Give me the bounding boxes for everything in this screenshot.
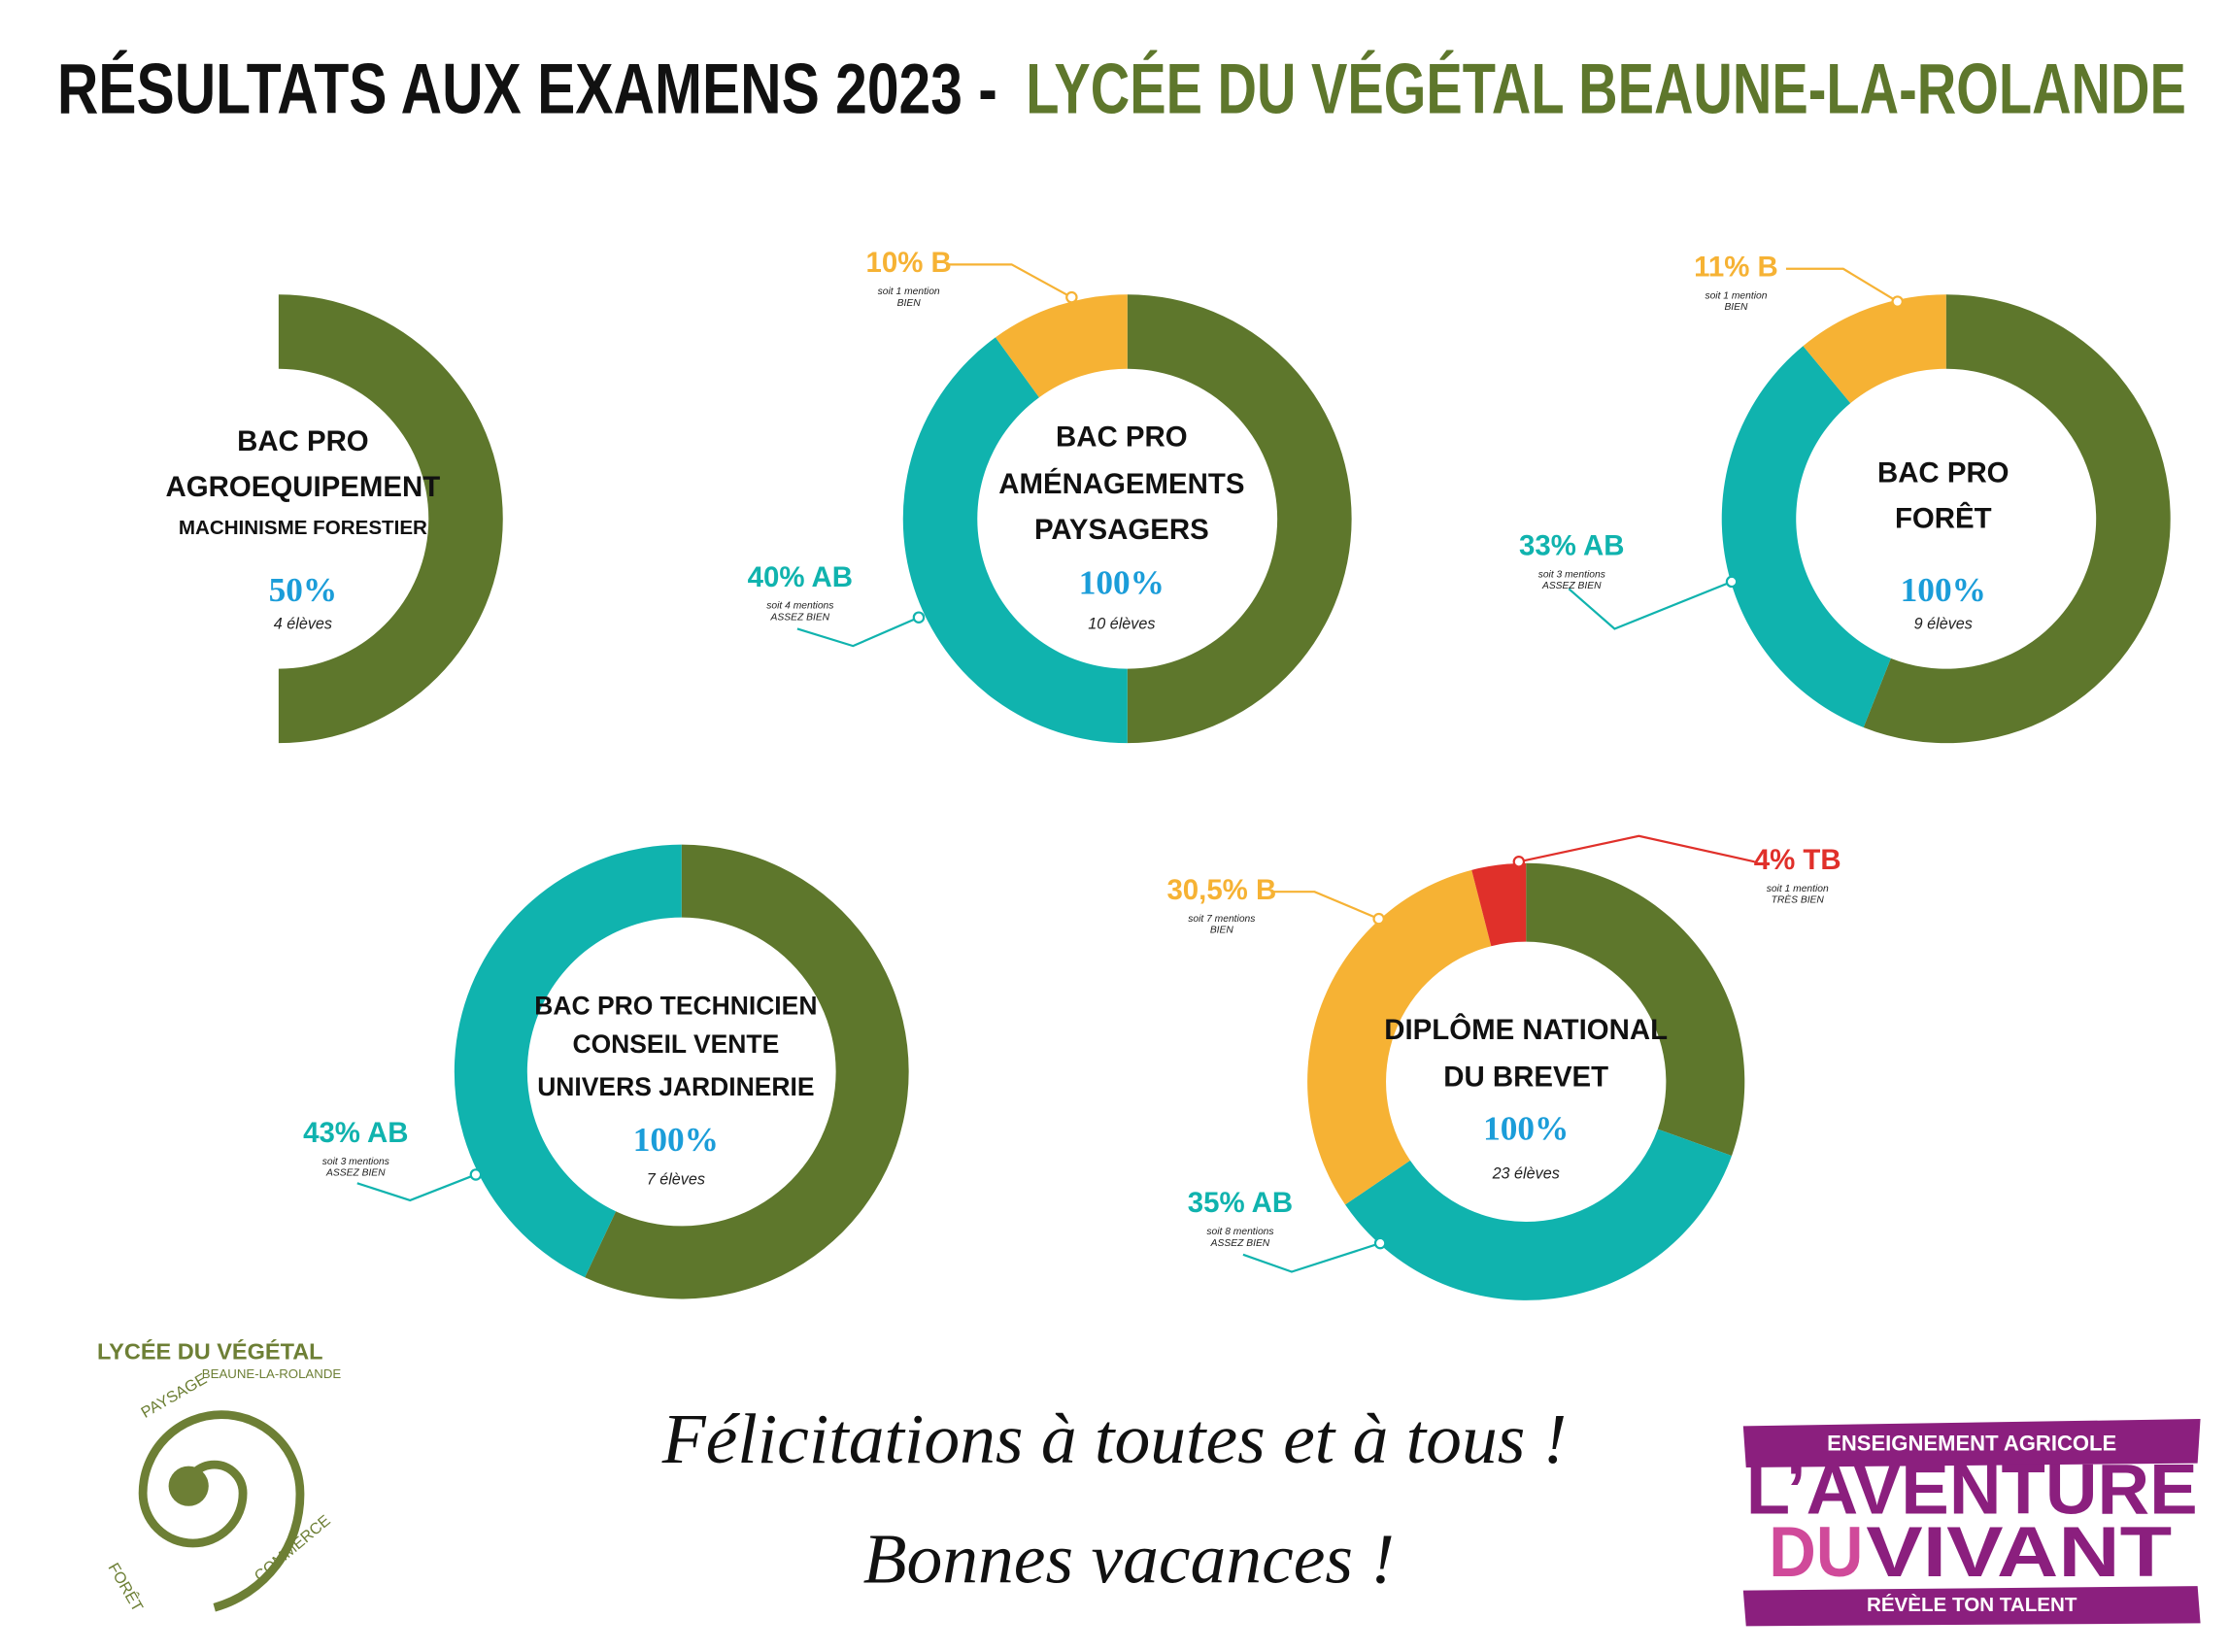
value-note: ASSEZ BIEN: [1210, 1238, 1270, 1249]
donut-segment: [1803, 294, 1946, 404]
donut-segment: [1721, 346, 1891, 727]
leader-dot: [1512, 856, 1526, 868]
leader-dot: [1065, 290, 1078, 304]
student-count: 7 élèves: [647, 1171, 705, 1189]
value-note: soit 7 mentions: [1188, 914, 1255, 925]
chart-title: AGROEQUIPEMENT: [166, 471, 441, 503]
chart-title: MACHINISME FORESTIER: [179, 517, 427, 539]
logo-band: [1742, 1419, 2201, 1468]
student-count: 9 élèves: [1914, 615, 1973, 632]
leader-line: [356, 1173, 477, 1202]
school-logo: LYCÉE DU VÉGÉTAL BEAUNE-LA-ROLANDE PAYSA…: [97, 1338, 341, 1615]
student-count: 4 élèves: [274, 615, 332, 632]
student-count: 10 élèves: [1088, 615, 1155, 632]
logo-icon: [168, 1466, 209, 1506]
leader-dot: [1372, 912, 1385, 926]
donut-segment: [995, 294, 1128, 398]
chart-title: BAC PRO: [1056, 421, 1188, 454]
leader-line: [1271, 891, 1380, 921]
success-rate: 50%: [269, 571, 338, 609]
student-count: 23 élèves: [1492, 1165, 1560, 1183]
value-note: soit 3 mentions: [322, 1157, 389, 1167]
leader-line: [796, 616, 920, 648]
chart-title: UNIVERS JARDINERIE: [537, 1072, 814, 1101]
value-note: TRÈS BIEN: [1772, 893, 1825, 906]
value-note: soit 1 mention: [1767, 884, 1829, 894]
value-label: 33% AB: [1519, 529, 1624, 561]
value-note: soit 8 mentions: [1206, 1227, 1273, 1237]
leader-dot: [1891, 295, 1904, 308]
chart-title: BAC PRO: [237, 425, 369, 457]
logo-text: DU: [1769, 1511, 1863, 1592]
donut-segment: [1345, 1129, 1732, 1300]
logo-text: FORÊT: [105, 1560, 148, 1615]
message: Bonnes vacances !: [863, 1518, 1395, 1598]
donut-segment: [278, 294, 503, 744]
donut-segment: [1526, 862, 1745, 1157]
leader-dot: [912, 611, 926, 624]
chart-title: BAC PRO: [1877, 456, 2009, 489]
value-note: soit 1 mention: [1705, 290, 1767, 301]
message: Félicitations à toutes et à tous !: [661, 1399, 1567, 1478]
value-note: soit 1 mention: [878, 287, 940, 297]
chart-title: CONSEIL VENTE: [572, 1029, 779, 1059]
value-label: 10% B: [866, 247, 952, 279]
value-note: BIEN: [897, 298, 922, 309]
value-label: 43% AB: [303, 1117, 408, 1149]
donut-segment: [1127, 294, 1352, 744]
logo-text: VIVANT: [1866, 1511, 2172, 1592]
success-rate: 100%: [1079, 563, 1165, 601]
donut-segment: [585, 844, 909, 1299]
logo-band: [1742, 1586, 2201, 1627]
leader-line: [1242, 1242, 1381, 1273]
leader-dot: [1373, 1236, 1387, 1250]
title-part: LYCÉE DU VÉGÉTAL BEAUNE-LA-ROLANDE: [1026, 49, 2186, 129]
value-label: 11% B: [1694, 252, 1778, 284]
chart-title: FORÊT: [1895, 501, 1992, 534]
value-note: soit 3 mentions: [1538, 569, 1605, 580]
brand-logo: ENSEIGNEMENT AGRICOLE L’AVENTURE DU VIVA…: [1742, 1419, 2201, 1627]
leader-line: [1518, 834, 1755, 863]
logo-text: RÉVÈLE TON TALENT: [1867, 1594, 2077, 1616]
logo-text: BEAUNE-LA-ROLANDE: [202, 1366, 342, 1381]
value-note: ASSEZ BIEN: [770, 612, 830, 623]
leader-dot: [1725, 575, 1739, 589]
leader-line: [1568, 580, 1733, 630]
logo-text: L’AVENTURE: [1746, 1448, 2198, 1529]
value-label: 4% TB: [1754, 844, 1841, 876]
donut-segment: [1863, 294, 2171, 744]
value-label: 35% AB: [1188, 1187, 1293, 1219]
value-note: ASSEZ BIEN: [1541, 581, 1602, 591]
donut-segment: [1471, 862, 1527, 947]
success-rate: 100%: [1901, 571, 1986, 609]
value-label: 30,5% B: [1166, 874, 1276, 906]
value-note: BIEN: [1210, 926, 1234, 936]
logo-text: LYCÉE DU VÉGÉTAL: [97, 1338, 323, 1365]
success-rate: 100%: [633, 1121, 719, 1159]
donut-segment: [454, 844, 682, 1278]
chart-title: AMÉNAGEMENTS: [998, 467, 1244, 500]
chart-title: PAYSAGERS: [1034, 514, 1209, 546]
value-note: ASSEZ BIEN: [325, 1168, 386, 1179]
chart-title: DIPLÔME NATIONAL: [1384, 1013, 1668, 1046]
title-part: RÉSULTATS AUX EXAMENS 2023 -: [57, 49, 997, 129]
logo-text: ENSEIGNEMENT AGRICOLE: [1827, 1431, 2116, 1455]
value-note: soit 4 mentions: [766, 601, 833, 612]
leader-dot: [469, 1168, 483, 1181]
donut-segment: [902, 337, 1128, 744]
chart-title: BAC PRO TECHNICIEN: [534, 991, 817, 1020]
value-note: BIEN: [1724, 302, 1748, 313]
success-rate: 100%: [1483, 1109, 1569, 1147]
value-label: 40% AB: [748, 561, 853, 593]
leader-line: [948, 263, 1072, 299]
leader-line: [1785, 267, 1899, 303]
logo-spiral: [138, 1410, 305, 1612]
chart-title: DU BREVET: [1443, 1062, 1608, 1094]
donut-segment: [1307, 869, 1492, 1205]
